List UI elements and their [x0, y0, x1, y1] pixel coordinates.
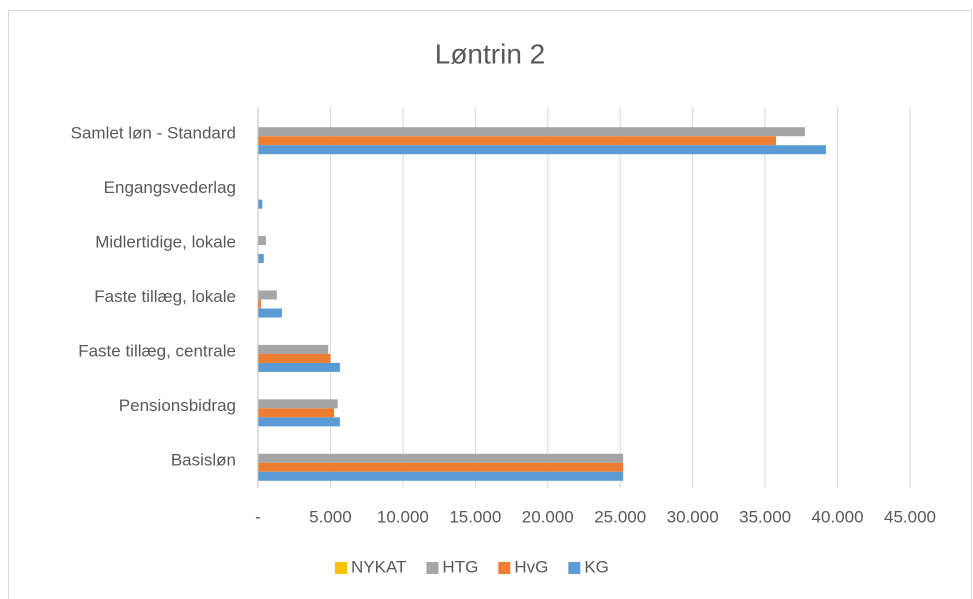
bar — [258, 127, 805, 137]
bar — [258, 299, 261, 309]
x-tick-label: 5.000 — [309, 507, 352, 526]
bar — [258, 471, 624, 481]
x-tick-label: 10.000 — [377, 507, 429, 526]
legend-swatch — [335, 562, 347, 574]
legend-label: HvG — [514, 557, 548, 576]
legend-label: NYKAT — [351, 557, 406, 576]
bar — [258, 408, 335, 418]
legend-swatch — [498, 562, 511, 574]
bar — [258, 254, 264, 264]
bar — [258, 344, 329, 354]
legend-label: HTG — [442, 557, 478, 576]
legend-swatch — [568, 562, 581, 574]
chart-border — [8, 10, 972, 599]
bar — [258, 145, 826, 155]
bar — [258, 136, 776, 146]
bar — [258, 199, 263, 209]
x-tick-label: 25.000 — [594, 507, 646, 526]
bar — [258, 453, 624, 463]
bar — [258, 308, 282, 318]
y-tick-label: Pensionsbidrag — [119, 396, 236, 415]
x-tick-label: 45.000 — [884, 507, 936, 526]
bar — [258, 236, 266, 246]
x-tick-label: 30.000 — [667, 507, 719, 526]
x-tick-label: - — [255, 507, 261, 526]
y-tick-label: Faste tillæg, lokale — [94, 287, 236, 306]
legend-label: KG — [584, 557, 609, 576]
y-tick-label: Engangsvederlag — [104, 178, 236, 197]
bar — [258, 353, 331, 363]
y-tick-label: Basisløn — [171, 450, 236, 469]
x-tick-label: 40.000 — [812, 507, 864, 526]
bar — [258, 399, 338, 409]
chart-title: Løntrin 2 — [435, 38, 546, 69]
y-tick-label: Midlertidige, lokale — [95, 233, 236, 252]
bar — [258, 290, 277, 300]
y-tick-label: Faste tillæg, centrale — [78, 341, 236, 360]
y-tick-label: Samlet løn - Standard — [71, 124, 236, 143]
bar — [258, 417, 340, 427]
legend-swatch — [426, 562, 439, 574]
bar — [258, 462, 624, 472]
x-tick-label: 15.000 — [449, 507, 501, 526]
x-tick-label: 35.000 — [739, 507, 791, 526]
x-tick-label: 20.000 — [522, 507, 574, 526]
bar — [258, 362, 340, 372]
